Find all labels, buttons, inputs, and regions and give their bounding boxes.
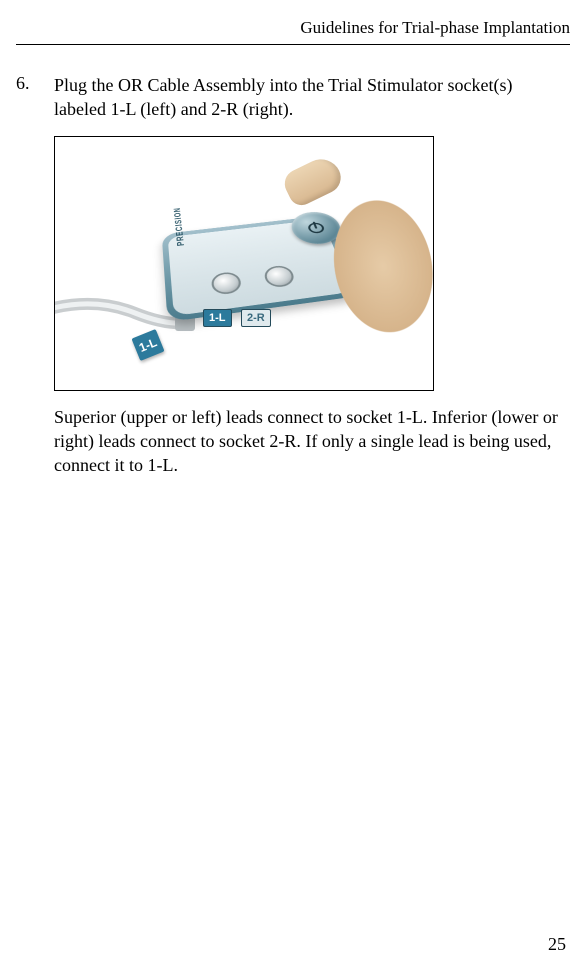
- step-text: Plug the OR Cable Assembly into the Tria…: [54, 73, 566, 122]
- figure-container: PRECISION 1-L 2-R 1-L: [54, 136, 570, 391]
- step-number: 6.: [16, 73, 38, 122]
- page-header: Guidelines for Trial-phase Implantation: [16, 18, 570, 45]
- page-number: 25: [548, 934, 566, 955]
- explanatory-paragraph: Superior (upper or left) leads connect t…: [54, 405, 570, 478]
- instruction-step: 6. Plug the OR Cable Assembly into the T…: [16, 73, 570, 122]
- socket-label-2r: 2-R: [241, 309, 271, 327]
- device-figure: PRECISION 1-L 2-R 1-L: [54, 136, 434, 391]
- header-title: Guidelines for Trial-phase Implantation: [300, 18, 570, 37]
- device-brand-label: PRECISION: [173, 207, 187, 246]
- socket-label-1l: 1-L: [203, 309, 232, 327]
